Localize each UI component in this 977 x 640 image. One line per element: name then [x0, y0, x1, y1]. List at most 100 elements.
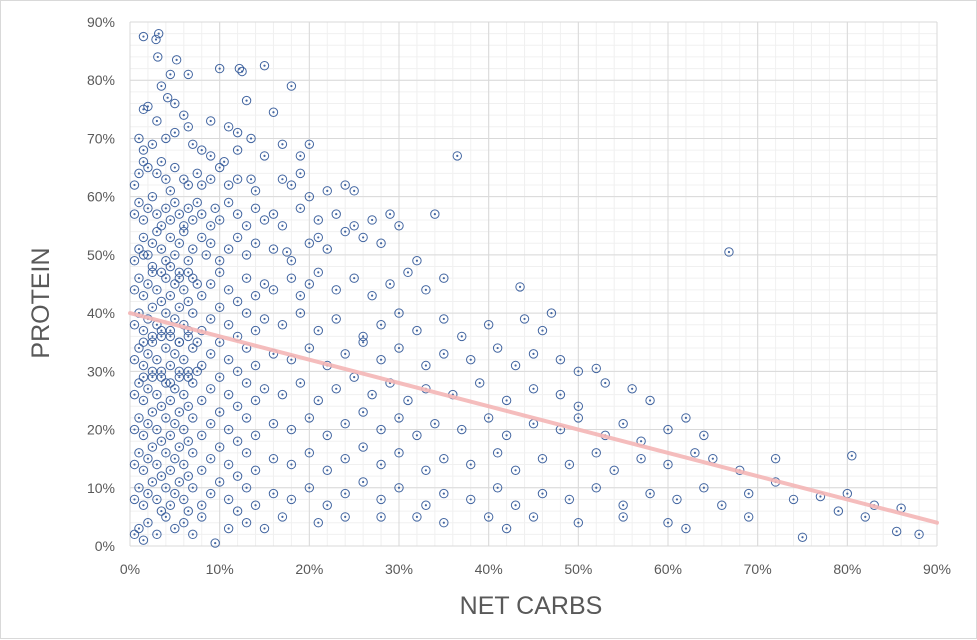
x-tick-label: 20% — [295, 561, 323, 577]
data-point — [138, 145, 149, 155]
data-point — [439, 273, 449, 283]
data-point — [376, 424, 386, 435]
data-point — [197, 430, 207, 441]
data-point — [161, 133, 171, 144]
data-point — [214, 442, 225, 452]
data-point — [394, 413, 404, 423]
data-point — [183, 331, 193, 342]
data-point — [161, 174, 171, 184]
data-point — [179, 226, 189, 237]
data-point — [192, 168, 202, 179]
data-point — [152, 424, 162, 435]
data-point — [153, 52, 163, 62]
data-point — [322, 430, 332, 441]
data-point — [515, 282, 525, 292]
data-point — [197, 360, 207, 371]
data-point — [147, 191, 158, 202]
data-point — [340, 226, 350, 237]
data-point — [268, 244, 279, 254]
x-tick-label: 70% — [744, 561, 772, 577]
data-point — [663, 459, 673, 470]
data-point — [421, 285, 431, 295]
data-point — [214, 267, 225, 278]
data-point — [322, 500, 332, 510]
data-point — [510, 500, 521, 510]
data-point — [376, 354, 386, 365]
y-tick-label: 80% — [87, 72, 115, 88]
data-point — [241, 378, 252, 388]
data-point — [174, 477, 185, 487]
data-point — [138, 465, 149, 476]
data-point — [147, 442, 158, 452]
data-points — [129, 28, 924, 548]
data-point — [223, 354, 234, 365]
data-point — [134, 168, 144, 179]
data-point — [914, 529, 924, 540]
data-point — [618, 419, 628, 429]
data-point — [165, 331, 176, 342]
data-point — [214, 407, 225, 417]
data-point — [268, 419, 279, 429]
data-point — [241, 518, 252, 528]
data-point — [367, 290, 377, 301]
data-point — [394, 343, 404, 353]
data-point — [161, 483, 171, 493]
data-point — [197, 180, 207, 190]
y-tick-label: 0% — [95, 538, 115, 554]
y-axis-tick-labels: 0% 10% 20% 30% 40% 50% 60% 70% 80% 90% — [87, 14, 115, 554]
data-point — [403, 267, 413, 278]
data-point — [156, 372, 167, 382]
data-point — [147, 407, 158, 417]
data-point — [246, 174, 256, 184]
data-point — [394, 308, 404, 318]
data-point — [241, 273, 252, 283]
data-point — [250, 465, 261, 476]
data-point — [206, 488, 216, 499]
data-point — [492, 448, 503, 458]
data-point — [501, 523, 512, 534]
data-point — [340, 419, 350, 429]
data-point — [232, 401, 243, 411]
data-point — [483, 413, 494, 423]
data-point — [170, 162, 180, 173]
data-point — [134, 448, 144, 458]
data-point — [358, 477, 368, 487]
data-point — [161, 512, 171, 522]
data-point — [214, 256, 225, 266]
data-point — [232, 506, 243, 516]
data-point — [129, 285, 140, 295]
data-point — [156, 436, 167, 446]
data-point — [174, 442, 185, 452]
data-point — [564, 494, 575, 505]
data-point — [322, 465, 332, 476]
data-point — [286, 180, 297, 190]
data-point — [188, 215, 198, 225]
data-point — [179, 221, 189, 231]
data-point — [331, 209, 341, 219]
data-point — [206, 349, 216, 359]
data-point — [174, 209, 185, 219]
data-point — [501, 395, 512, 406]
data-point — [223, 523, 234, 534]
data-point — [403, 395, 413, 406]
data-point — [197, 395, 207, 406]
data-point — [286, 424, 297, 435]
data-point — [152, 116, 162, 126]
data-point — [174, 267, 185, 278]
data-point — [179, 285, 189, 295]
data-point — [250, 325, 261, 336]
x-axis-title: NET CARBS — [460, 592, 603, 620]
data-point — [466, 494, 476, 505]
data-point — [138, 290, 149, 301]
data-point — [171, 55, 182, 65]
data-point — [501, 430, 512, 441]
data-point — [183, 267, 193, 278]
data-point — [134, 244, 144, 254]
data-point — [304, 483, 315, 493]
data-point — [165, 395, 176, 406]
data-point — [385, 279, 395, 289]
y-tick-label: 50% — [87, 247, 115, 263]
data-point — [179, 174, 189, 184]
data-point — [394, 483, 404, 493]
